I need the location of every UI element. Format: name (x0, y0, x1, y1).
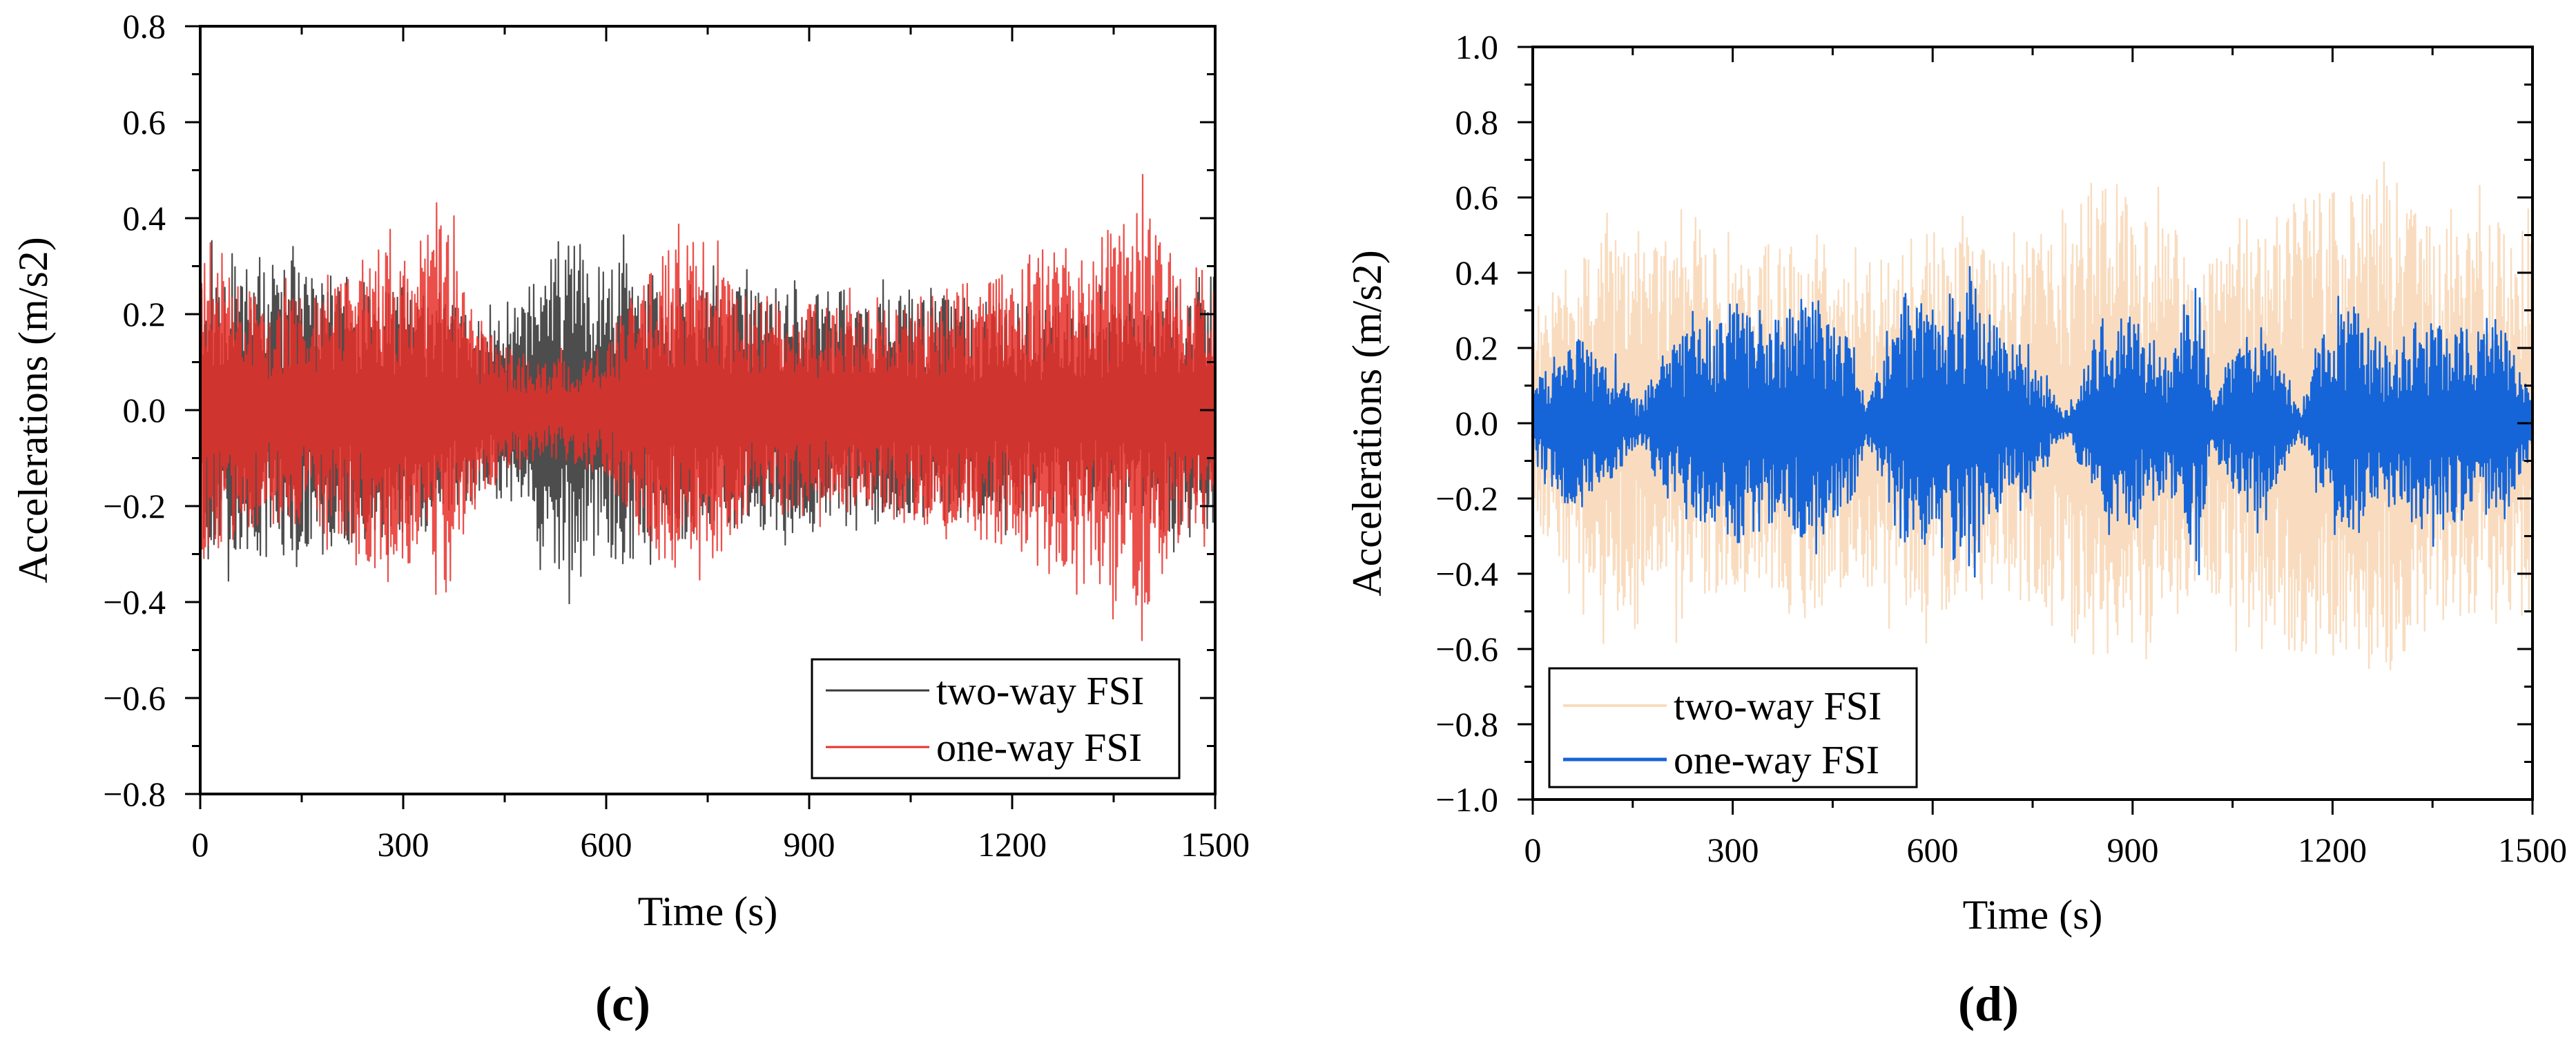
panel-c-x-axis-title: Time (s) (638, 889, 778, 934)
panel-d-x-axis-title: Time (s) (1963, 892, 2103, 938)
panel-c-y-tick-label: −0.8 (103, 775, 166, 813)
panel-c-x-tick-label: 600 (581, 825, 632, 864)
panel-c-y-axis-title: Accelerations (m/s2) (10, 237, 56, 583)
panel-c-y-tick-labels: 0.8 0.6 0.4 0.2 0.0 −0.2 −0.4 −0.6 −0.8 (103, 7, 166, 813)
panel-d-legend-label-one-way: one-way FSI (1674, 737, 1879, 782)
panel-d-y-tick-label: 1.0 (1455, 28, 1499, 66)
panel-d-y-axis-title: Accelerations (m/s2) (1344, 250, 1390, 596)
panel-d-series-line-one-way-fsi (1531, 266, 2534, 578)
panel-d-x-tick-label: 1200 (2298, 831, 2367, 869)
panel-d-y-ticks (1518, 46, 2533, 801)
panel-d-x-tick-label: 1500 (2498, 831, 2567, 869)
panel-d-x-tick-label: 900 (2107, 831, 2159, 869)
panel-c-x-tick-label: 1500 (1181, 825, 1250, 864)
panel-d-y-tick-label: −0.8 (1435, 705, 1498, 744)
panel-c-series-one-way-fsi (199, 173, 1217, 641)
panel-c-legend-label-one-way: one-way FSI (936, 725, 1142, 770)
panel-c-legend-label-two-way: two-way FSI (936, 668, 1144, 713)
panel-c-y-tick-label: 0.6 (123, 103, 166, 142)
panel-d-x-tick-labels: 0 300 600 900 1200 1500 (1524, 831, 2568, 869)
panel-c-y-tick-label: −0.6 (103, 679, 166, 717)
panel-d-x-tick-label: 0 (1524, 831, 1542, 869)
panel-d-y-tick-label: 0.2 (1455, 329, 1499, 367)
panel-d-y-tick-label: 0.8 (1455, 103, 1499, 142)
panel-c-y-tick-label: −0.2 (103, 487, 166, 525)
panel-c-x-tick-label: 300 (378, 825, 429, 864)
panel-d: 1.0 0.8 0.6 0.4 0.2 0.0 −0.2 −0.4 −0.6 −… (1344, 28, 2567, 1032)
panel-d-y-tick-label: −1.0 (1435, 780, 1498, 819)
panel-d-legend-box (1548, 667, 1918, 788)
panel-d-y-tick-label: −0.2 (1435, 479, 1498, 518)
panel-d-x-ticks (1531, 47, 2534, 815)
panel-d-y-tick-labels: 1.0 0.8 0.6 0.4 0.2 0.0 −0.2 −0.4 −0.6 −… (1435, 28, 1498, 819)
panel-c-x-tick-labels: 0 300 600 900 1200 1500 (192, 825, 1250, 864)
panel-c-label: (c) (595, 976, 650, 1032)
panel-d-label: (d) (1958, 976, 2019, 1032)
panel-d-y-tick-label: 0.0 (1455, 404, 1499, 443)
panel-d-legend: two-way FSI one-way FSI (1548, 667, 1918, 788)
panel-d-x-tick-label: 600 (1907, 831, 1959, 869)
panel-c-y-tick-label: 0.2 (123, 295, 166, 333)
panel-c-legend: two-way FSI one-way FSI (811, 658, 1181, 779)
panel-c-x-tick-label: 900 (784, 825, 835, 864)
panel-d-series-one-way-fsi (1531, 266, 2534, 578)
panel-c-x-tick-label: 1200 (978, 825, 1047, 864)
panel-c-y-tick-label: 0.4 (123, 199, 166, 238)
panel-d-x-tick-label: 300 (1707, 831, 1759, 869)
panel-d-legend-label-two-way: two-way FSI (1674, 684, 1881, 728)
panel-d-y-tick-label: −0.6 (1435, 630, 1498, 668)
panel-c-series-line-one-way-fsi (199, 173, 1217, 641)
panel-d-y-tick-label: −0.4 (1435, 554, 1498, 593)
panel-c-y-tick-label: 0.8 (123, 7, 166, 46)
panel-c: 0.8 0.6 0.4 0.2 0.0 −0.2 −0.4 −0.6 −0.8 … (10, 7, 1250, 1032)
panel-d-y-tick-label: 0.6 (1455, 178, 1499, 217)
panel-c-x-ticks (199, 26, 1217, 809)
panel-c-x-tick-label: 0 (192, 825, 209, 864)
panel-c-y-tick-label: 0.0 (123, 391, 166, 429)
panel-c-y-tick-label: −0.4 (103, 583, 166, 621)
panel-d-y-tick-label: 0.4 (1455, 253, 1499, 292)
panel-c-legend-box (811, 658, 1181, 779)
panel-c-y-ticks (185, 25, 1215, 795)
